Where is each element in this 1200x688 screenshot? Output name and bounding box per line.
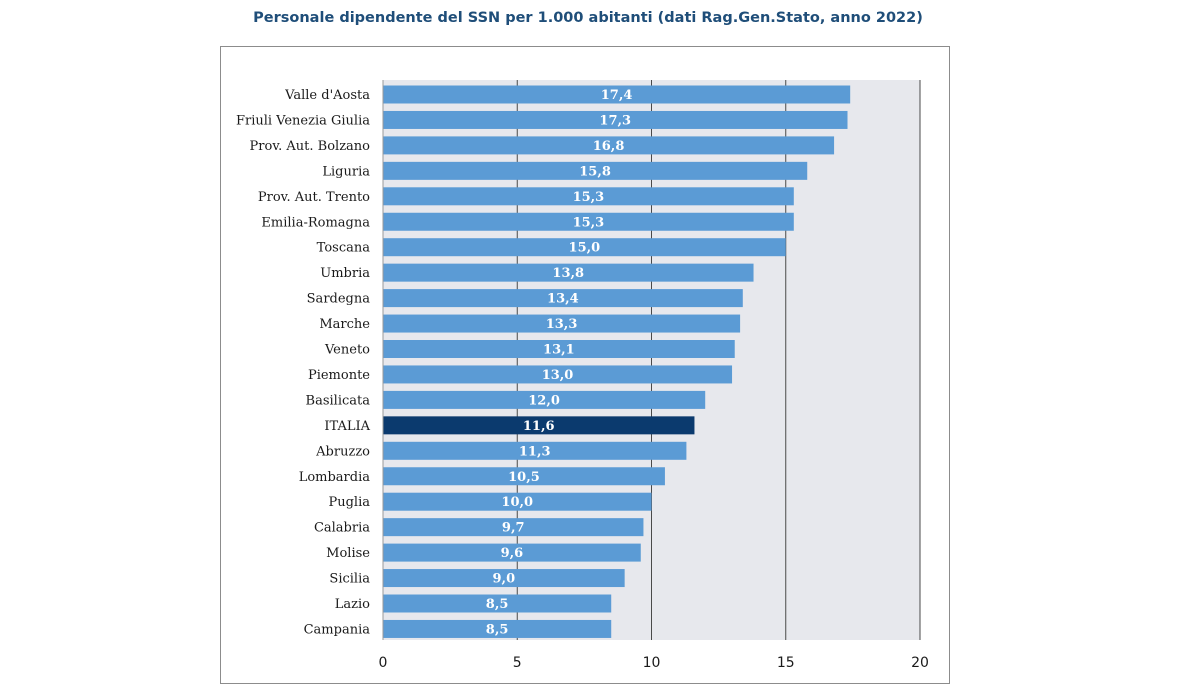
bar [383, 416, 695, 435]
data-label: 13,1 [543, 343, 575, 358]
bar [383, 492, 652, 511]
category-label: Toscana [317, 241, 371, 256]
data-label: 11,3 [519, 444, 551, 459]
data-label: 13,3 [546, 317, 578, 332]
data-label: 10,0 [501, 495, 533, 510]
category-label: Prov. Aut. Trento [258, 190, 370, 205]
bar [383, 238, 786, 257]
bar [383, 518, 644, 537]
data-label: 13,8 [552, 266, 584, 281]
bar [383, 85, 851, 104]
data-label: 15,3 [573, 190, 605, 205]
bar [383, 569, 625, 588]
category-label: ITALIA [324, 419, 370, 434]
bar [383, 619, 612, 638]
category-label: Lombardia [299, 470, 371, 485]
data-label: 16,8 [593, 139, 625, 154]
data-label: 13,4 [547, 292, 579, 307]
data-label: 8,5 [486, 597, 509, 612]
bar [383, 390, 706, 409]
x-tick-label: 5 [513, 655, 522, 671]
data-label: 17,4 [601, 88, 633, 103]
data-label: 9,7 [502, 521, 525, 536]
category-label: Friuli Venezia Giulia [236, 113, 370, 128]
category-label: Valle d'Aosta [284, 88, 370, 103]
bar [383, 314, 741, 333]
category-label: Basilicata [306, 393, 371, 408]
x-tick-label: 0 [379, 655, 388, 671]
category-label: Sardegna [307, 292, 371, 307]
data-label: 11,6 [523, 419, 555, 434]
bar [383, 289, 743, 308]
bar [383, 543, 641, 562]
category-label: Lazio [335, 597, 370, 612]
data-label: 15,0 [569, 241, 601, 256]
bar [383, 365, 733, 384]
category-label: Piemonte [308, 368, 370, 383]
category-label: Prov. Aut. Bolzano [250, 139, 371, 154]
category-label: Sicilia [329, 572, 370, 587]
data-label: 15,8 [579, 164, 611, 179]
bar [383, 340, 735, 358]
bar [383, 136, 835, 155]
category-label: Umbria [320, 266, 370, 281]
category-label: Molise [326, 546, 370, 561]
bar [383, 161, 808, 180]
category-label: Liguria [322, 164, 370, 179]
bar [383, 212, 794, 231]
bar [383, 594, 612, 613]
chart-title: Personale dipendente del SSN per 1.000 a… [253, 10, 923, 26]
category-label: Abruzzo [315, 444, 370, 459]
data-label: 8,5 [486, 622, 509, 637]
category-label: Calabria [314, 521, 370, 536]
category-label: Puglia [328, 495, 370, 510]
category-label: Campania [304, 622, 371, 637]
data-label: 9,6 [501, 546, 524, 561]
bar [383, 110, 848, 129]
data-label: 13,0 [542, 368, 574, 383]
data-label: 10,5 [508, 470, 540, 485]
data-label: 9,0 [493, 572, 516, 587]
x-tick-label: 15 [777, 655, 795, 671]
bar [383, 467, 665, 486]
x-tick-label: 20 [911, 655, 929, 671]
bar [383, 441, 687, 460]
bar [383, 263, 754, 282]
data-label: 12,0 [528, 393, 560, 408]
x-tick-label: 10 [643, 655, 661, 671]
bar [383, 187, 794, 206]
category-label: Emilia-Romagna [261, 215, 370, 230]
category-label: Veneto [324, 343, 370, 358]
category-label: Marche [319, 317, 370, 332]
data-label: 15,3 [573, 215, 605, 230]
data-label: 17,3 [599, 113, 631, 128]
